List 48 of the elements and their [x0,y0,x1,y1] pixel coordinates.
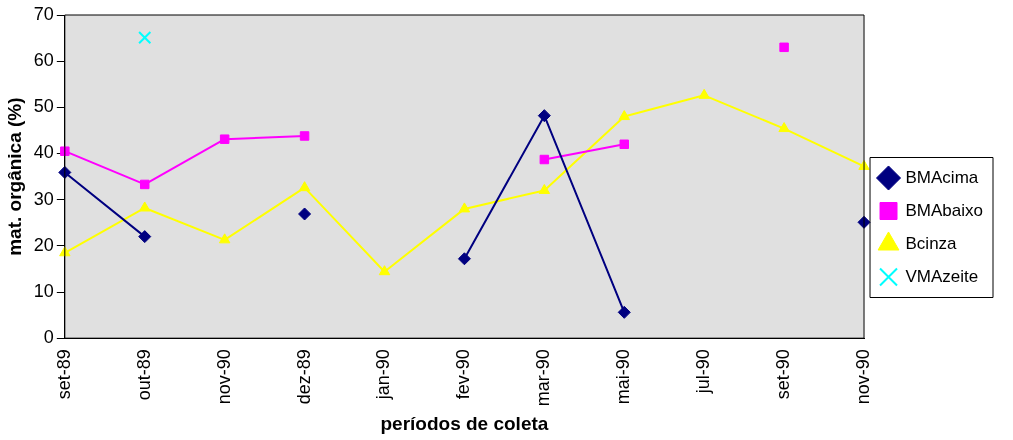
x-tick-label: jan-90 [373,349,394,401]
point [778,122,790,133]
point [539,154,550,165]
point [538,183,551,194]
point [139,201,151,212]
y-tick-label: 10 [33,280,54,301]
y-tick-label: 30 [33,188,54,209]
point [299,131,310,141]
x-tick-label: fev-90 [453,349,474,400]
y-axis-title: mat. orgânica (%) [3,97,25,256]
point [618,110,630,121]
x-tick-label: set-89 [53,349,74,400]
x-tick-label: jul-90 [693,349,714,395]
point [378,265,391,276]
point [140,179,150,190]
x-tick-label: dez-89 [293,349,314,405]
x-axis-title: períodos de coleta [380,412,549,434]
point [218,233,231,244]
point [60,146,70,156]
point [537,109,551,123]
y-tick-label: 40 [33,142,54,163]
point [219,134,230,144]
legend-label: BMAbaixo [905,200,983,220]
point [458,202,471,213]
point [298,207,312,221]
point [617,305,631,319]
y-tick-label: 50 [33,96,54,117]
y-tick-label: 60 [33,50,54,71]
point [457,252,471,266]
x-tick-label: set-90 [773,349,794,400]
point [779,42,789,53]
legend-label: VMAzeite [905,266,979,286]
x-tick-label: mai-90 [613,349,634,405]
x-tick-label: nov-90 [852,349,873,405]
x-tick-label: mar-90 [533,349,554,407]
y-tick-label: 20 [33,234,54,255]
legend-label: Bcinza [905,233,958,253]
point [138,30,152,45]
y-tick-label: 0 [43,327,54,348]
point [298,181,311,192]
point [138,230,152,244]
x-tick-label: out-89 [133,349,154,401]
legend-label: BMAcima [905,167,979,187]
y-tick-label: 70 [33,3,54,24]
point [619,139,629,150]
x-tick-label: nov-90 [213,349,234,405]
point [58,165,72,179]
point [698,88,710,99]
